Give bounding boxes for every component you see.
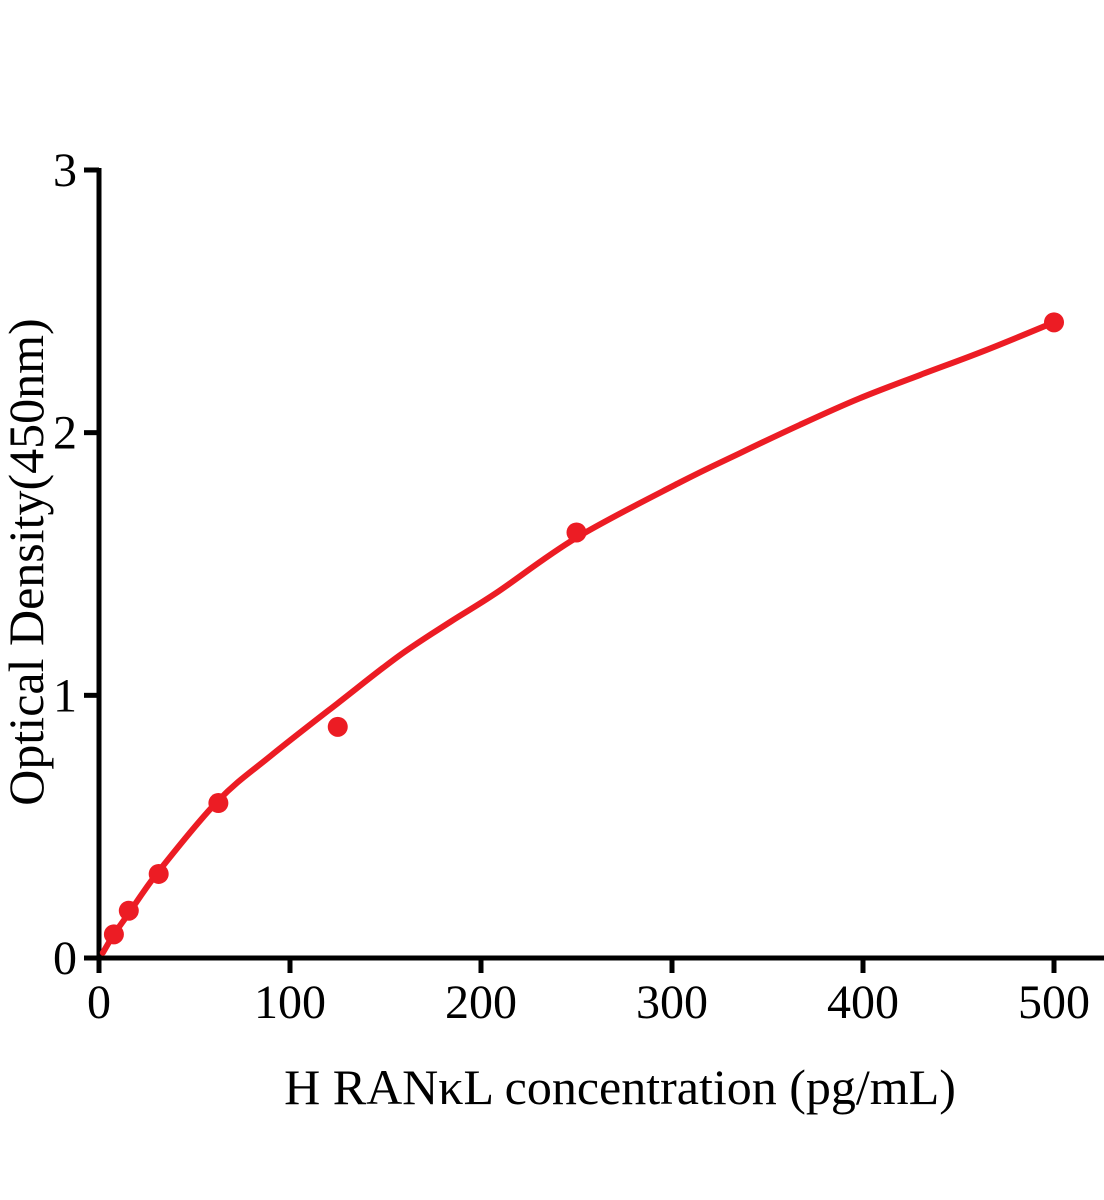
data-point-marker xyxy=(103,924,124,945)
y-tick-label: 2 xyxy=(53,407,77,460)
data-point-marker xyxy=(208,793,229,814)
y-tick-label: 3 xyxy=(53,144,77,197)
data-point-marker xyxy=(1044,312,1064,333)
x-tick-label: 200 xyxy=(445,976,517,1029)
x-tick-label: 400 xyxy=(827,976,899,1029)
x-tick-label: 300 xyxy=(636,976,708,1029)
x-tick-label: 0 xyxy=(87,976,111,1029)
data-point-marker xyxy=(148,863,169,884)
x-tick-label: 500 xyxy=(1018,976,1090,1029)
y-tick-label: 0 xyxy=(53,932,77,985)
x-axis-title: H RANκL concentration (pg/mL) xyxy=(284,1059,956,1115)
y-tick-label: 1 xyxy=(53,669,77,722)
data-point-marker xyxy=(118,900,139,921)
y-axis-title: Optical Density(450nm) xyxy=(0,318,54,805)
plot-area: 0 100 200 300 400 500 0 1 2 3 xyxy=(53,144,1104,1029)
data-point-marker xyxy=(327,716,348,737)
x-tick-label: 100 xyxy=(254,976,326,1029)
data-point-marker xyxy=(566,522,587,543)
fit-curve-line xyxy=(99,319,1057,956)
